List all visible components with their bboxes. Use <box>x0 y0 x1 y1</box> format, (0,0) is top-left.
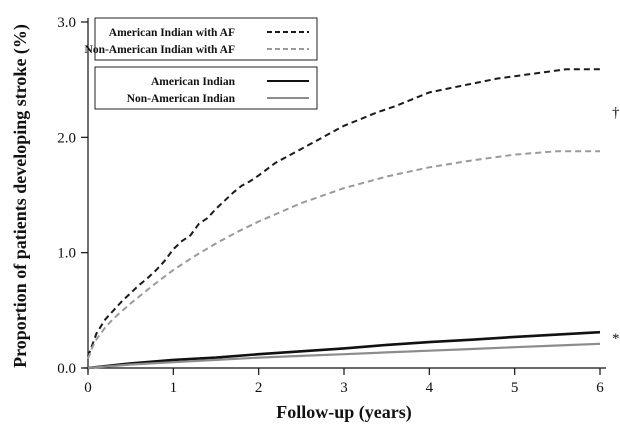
series-line-american-indian <box>87 330 601 370</box>
series-line-non-american-indian <box>87 342 601 370</box>
legend-box <box>94 17 318 61</box>
series-line-american-indian-with-af <box>87 68 600 357</box>
annotation-mark: † <box>612 105 620 121</box>
legend-label: American Indian with AF <box>109 27 235 39</box>
x-tick-label: 3 <box>340 380 348 396</box>
y-tick-label: 2.0 <box>57 130 76 146</box>
legend: American Indian with AF Non-American Indi… <box>85 17 318 110</box>
x-axis-title: Follow-up (years) <box>276 402 411 423</box>
series-layer <box>87 68 601 370</box>
x-tick-label: 0 <box>84 380 92 396</box>
y-tick-label: 3.0 <box>57 15 76 31</box>
x-tick-label: 4 <box>426 380 434 396</box>
x-tick-label: 1 <box>170 380 178 396</box>
legend-label: Non-American Indian with AF <box>85 44 235 56</box>
x-tick-label: 5 <box>511 380 519 396</box>
annotation-mark: * <box>612 331 620 347</box>
y-axis-title: Proportion of patients developing stroke… <box>10 24 31 368</box>
legend-label: American Indian <box>151 76 236 88</box>
y-tick-label: 0.0 <box>57 361 76 377</box>
axes: 0.0 1.0 2.0 3.0 0 1 2 3 4 5 6 <box>57 15 606 396</box>
series-line-non-american-indian-with-af <box>87 150 600 360</box>
y-tick-label: 1.0 <box>57 246 76 262</box>
x-tick-label: 6 <box>596 380 604 396</box>
x-tick-label: 2 <box>255 380 263 396</box>
annotations: †* <box>612 105 620 347</box>
legend-label: Non-American Indian <box>127 93 236 105</box>
legend-box <box>94 66 318 110</box>
